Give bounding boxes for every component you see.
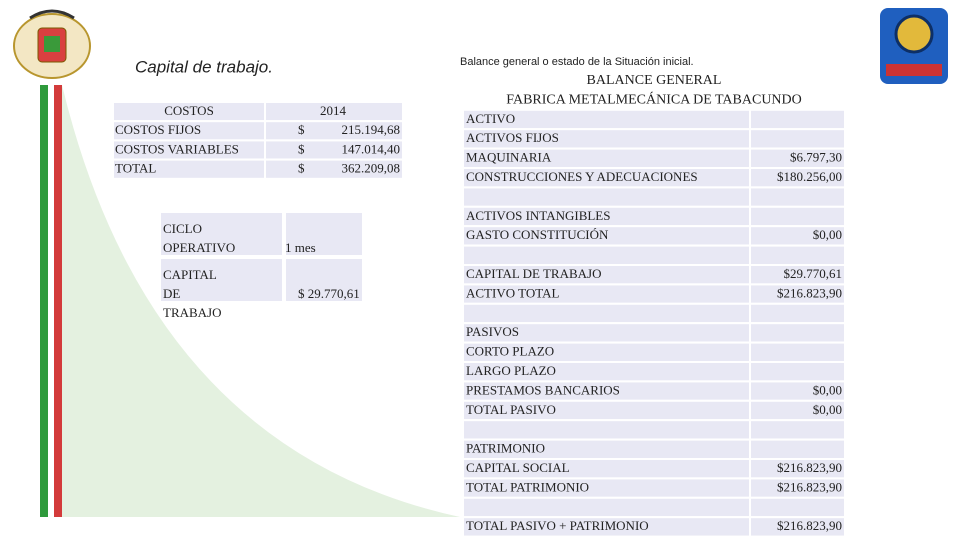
row-label: CORTO PLAZO [466,344,554,359]
text-line: CAPITAL [163,267,217,282]
amount: 215.194,68 [342,122,401,137]
table-cell [749,108,846,131]
table-cell [749,128,846,150]
amount: 362.209,08 [342,161,401,176]
table-cell [159,211,284,257]
row-label: PASIVOS [466,324,519,339]
row-label: TOTAL [115,161,156,176]
row-value: $216.823,90 [777,285,842,300]
table-cell [462,419,751,441]
row-label: CONSTRUCCIONES Y ADECUACIONES [466,169,698,184]
table-cell [749,516,846,538]
row-label: CAPITAL SOCIAL [466,460,570,475]
espe-logo [880,8,948,84]
row-label: PRESTAMOS BANCARIOS [466,382,620,397]
table-cell [159,257,284,303]
row-value: $6.797,30 [790,150,842,165]
right-title: Balance general o estado de la Situación… [460,56,694,68]
row-label: ACTIVOS FIJOS [466,130,559,145]
left-title: Capital de trabajo. [135,57,273,76]
row-value: $216.823,90 [777,460,842,475]
table-cell [749,302,846,325]
row-value: $0,00 [813,382,842,397]
row-label: PATRIMONIO [466,441,545,456]
row-label: ACTIVOS INTANGIBLES [466,208,610,223]
row-label: COSTOS FIJOS [115,122,201,137]
table-cell [284,257,364,303]
amount: 147.014,40 [342,141,401,156]
table-cell [749,361,846,383]
stripe-white [48,85,54,517]
text-line: DE [163,286,180,301]
table-cell [749,419,846,441]
decor-curve [62,85,460,517]
row-value: $ 29.770,61 [298,286,360,301]
header-cell: COSTOS [164,103,214,118]
coat-of-arms [13,9,91,79]
row-label: TOTAL PASIVO [466,402,556,417]
currency: $ [298,122,305,137]
row-value: $180.256,00 [777,169,842,184]
row-value: $216.823,90 [777,479,842,494]
table-cell [749,438,846,461]
text-line: TRABAJO [163,305,222,320]
row-label: MAQUINARIA [466,150,552,165]
header-cell: FABRICA METALMECÁNICA DE TABACUNDO [506,91,802,108]
table-cell [749,205,846,228]
row-value: $0,00 [813,227,842,242]
table-cell [749,341,846,364]
row-label: CAPITAL DE TRABAJO [466,266,601,281]
header-row [463,71,845,91]
costs-table: COSTOS 2014 COSTOS FIJOS $215.194,68 COSTOS … [112,101,404,180]
balance-table: BALANCE GENERAL FABRICA METALMECÁNICA DE … [462,71,846,538]
row-label: TOTAL PASIVO + PATRIMONIO [466,518,649,533]
row-label: CAPITAL DE TRABAJO [163,267,222,320]
row-label: GASTO CONSTITUCIÓN [466,227,609,242]
row-value: $0,00 [813,402,842,417]
header-row [463,90,845,110]
table-cell [749,496,846,519]
table-cell [284,211,364,257]
row-label: ACTIVO TOTAL [466,285,560,300]
text-line: OPERATIVO [163,240,235,255]
row-label: COSTOS VARIABLES [115,141,239,156]
row-label: TOTAL PATRIMONIO [466,479,589,494]
row-label: ACTIVO [466,111,515,126]
table-cell [462,244,751,267]
header-cell: 2014 [320,103,347,118]
table-cell [749,244,846,267]
table-cell [462,496,751,519]
row-label: CICLO OPERATIVO [163,221,235,255]
row-value: 1 mes [285,240,316,255]
cycle-table: CICLO OPERATIVO 1 mes CAPITAL DE TRABAJO $ 29.… [159,211,364,320]
stripe-green [40,85,48,517]
table-cell [264,158,404,180]
row-value: $29.770,61 [784,266,843,281]
stripe-red [54,85,62,517]
header-cell: BALANCE GENERAL [587,73,722,88]
table-cell [462,302,751,325]
table-cell [462,186,751,208]
table-cell [749,322,846,344]
row-label: LARGO PLAZO [466,363,556,378]
currency: $ [298,161,305,176]
table-cell [749,186,846,208]
row-value: $216.823,90 [777,518,842,533]
currency: $ [298,141,305,156]
text-line: CICLO [163,221,202,236]
